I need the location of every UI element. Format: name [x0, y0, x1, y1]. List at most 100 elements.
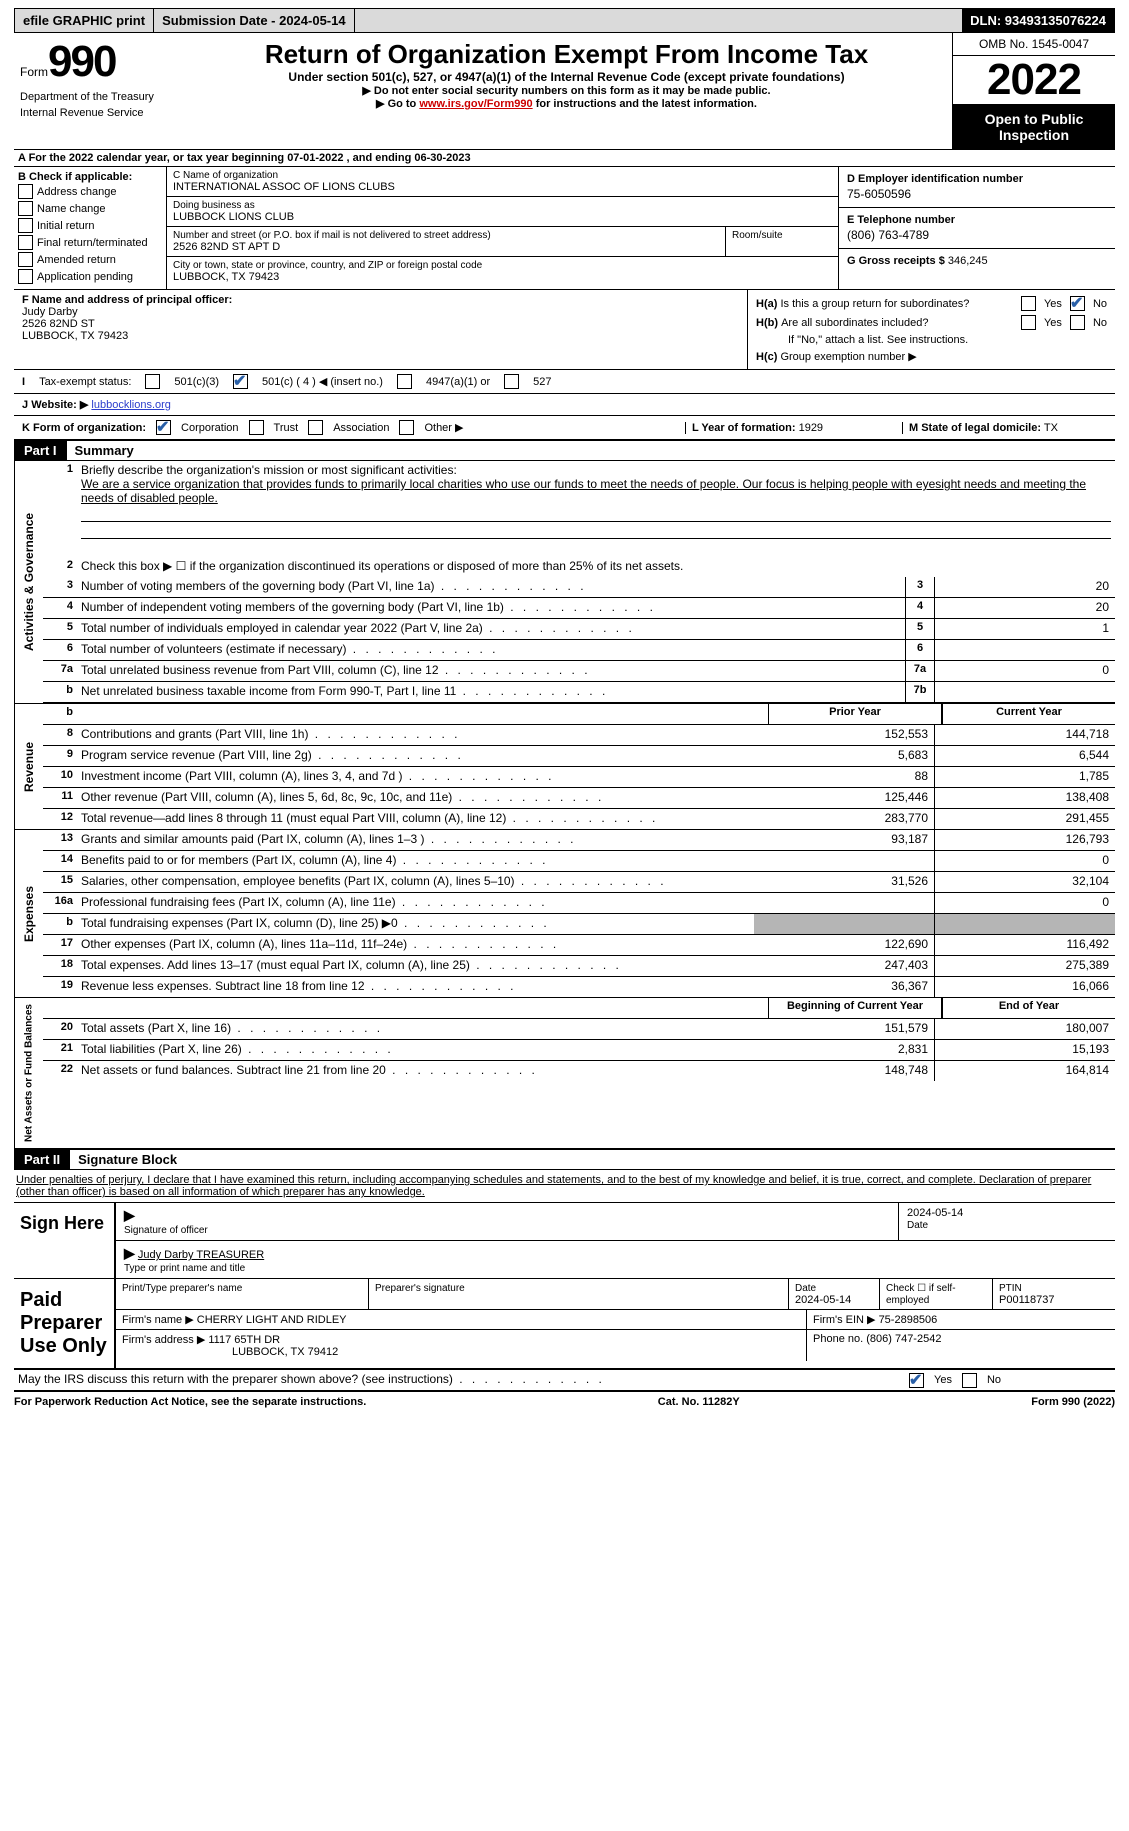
chk-name[interactable]: Name change: [18, 200, 162, 217]
ha-yes-chk[interactable]: [1021, 296, 1036, 311]
gov-body: 1 Briefly describe the organization's mi…: [43, 461, 1115, 703]
chk-other[interactable]: [399, 420, 414, 435]
firm-addr-label: Firm's address ▶: [122, 1334, 205, 1346]
section-j: J Website: ▶ lubbocklions.org: [14, 394, 1115, 416]
period-a: A For the 2022 calendar year, or tax yea…: [14, 150, 1115, 167]
footer: For Paperwork Reduction Act Notice, see …: [14, 1392, 1115, 1412]
chk-final[interactable]: Final return/terminated: [18, 234, 162, 251]
line-num: 3: [43, 577, 77, 597]
chk-address[interactable]: Address change: [18, 183, 162, 200]
chk-4947[interactable]: [397, 374, 412, 389]
exp-lines: 13 Grants and similar amounts paid (Part…: [43, 830, 1115, 997]
chk-527[interactable]: [504, 374, 519, 389]
table-row: b Net unrelated business taxable income …: [43, 682, 1115, 703]
line-val: 20: [935, 577, 1115, 597]
prep-date-label: Date: [795, 1283, 816, 1294]
tel-cell: E Telephone number (806) 763-4789: [839, 208, 1115, 249]
sig-date-label: Date: [907, 1220, 928, 1231]
line-text: Total revenue—add lines 8 through 11 (mu…: [77, 809, 754, 829]
ha-no-chk[interactable]: [1070, 296, 1085, 311]
f-label: F Name and address of principal officer:: [22, 294, 739, 306]
paid-preparer-section: Paid Preparer Use Only Print/Type prepar…: [14, 1279, 1115, 1370]
opt-name: Name change: [37, 203, 106, 215]
discuss-no-chk[interactable]: [962, 1373, 977, 1388]
yes-label: Yes: [1044, 298, 1062, 310]
firm-addr1: 1117 65TH DR: [208, 1334, 280, 1346]
dln: DLN: 93493135076224: [962, 9, 1114, 32]
sig-officer-cell: ▶ Signature of officer: [116, 1203, 899, 1240]
right-header: OMB No. 1545-0047 2022 Open to Public In…: [952, 33, 1115, 149]
blank-line-3: [81, 539, 1111, 555]
prior-val: 283,770: [754, 809, 935, 829]
table-row: 5 Total number of individuals employed i…: [43, 619, 1115, 640]
hb-no-chk[interactable]: [1070, 315, 1085, 330]
table-row: 18 Total expenses. Add lines 13–17 (must…: [43, 956, 1115, 977]
officer-name: Judy Darby: [22, 306, 739, 318]
line-box: 5: [905, 619, 935, 639]
table-row: 4 Number of independent voting members o…: [43, 598, 1115, 619]
omb: OMB No. 1545-0047: [953, 33, 1115, 56]
line-box: 6: [905, 640, 935, 660]
rev-section: Revenue b Prior Year Current Year 8 Cont…: [14, 704, 1115, 830]
table-row: 21 Total liabilities (Part X, line 26) 2…: [43, 1040, 1115, 1061]
hb-label: H(b): [756, 317, 778, 329]
part-ii-badge: Part II: [14, 1150, 70, 1169]
type-name-label: Type or print name and title: [124, 1263, 245, 1274]
chk-trust[interactable]: [249, 420, 264, 435]
tel-label: E Telephone number: [847, 214, 1107, 226]
chk-501c3[interactable]: [145, 374, 160, 389]
line-num: 18: [43, 956, 77, 976]
table-row: 8 Contributions and grants (Part VIII, l…: [43, 725, 1115, 746]
gross-val: 346,245: [948, 255, 988, 267]
opt-address: Address change: [37, 186, 117, 198]
opt-final: Final return/terminated: [37, 237, 148, 249]
header-row: Form990 Department of the Treasury Inter…: [14, 33, 1115, 150]
org-name-label: C Name of organization: [173, 170, 832, 181]
firm-addr-cell: Firm's address ▶ 1117 65TH DR LUBBOCK, T…: [116, 1330, 807, 1361]
sig-date-cell: 2024-05-14 Date: [899, 1203, 1115, 1240]
chk-501c[interactable]: [233, 374, 248, 389]
officer-street: 2526 82ND ST: [22, 318, 739, 330]
net-header-row: Beginning of Current Year End of Year: [43, 998, 1115, 1019]
discuss-row: May the IRS discuss this return with the…: [14, 1370, 1115, 1392]
section-c: C Name of organization INTERNATIONAL ASS…: [167, 167, 838, 289]
opt-501c: 501(c) ( 4 ) ◀ (insert no.): [262, 375, 383, 388]
prior-val: 125,446: [754, 788, 935, 808]
line-text: Investment income (Part VIII, column (A)…: [77, 767, 754, 787]
open-inspection: Open to Public Inspection: [953, 105, 1115, 149]
l-label: L Year of formation:: [692, 422, 796, 434]
irs-label: Internal Revenue Service: [20, 103, 175, 119]
chk-pending[interactable]: Application pending: [18, 268, 162, 285]
opt-amended: Amended return: [37, 254, 116, 266]
prep-name-cell: Print/Type preparer's name: [116, 1279, 369, 1309]
subtitle: Under section 501(c), 527, or 4947(a)(1)…: [185, 70, 948, 84]
chk-corp[interactable]: [156, 420, 171, 435]
prep-sig-cell: Preparer's signature: [369, 1279, 789, 1309]
gross-label: G Gross receipts $: [847, 255, 945, 267]
chk-amended[interactable]: Amended return: [18, 251, 162, 268]
dept-treasury: Department of the Treasury: [20, 87, 175, 103]
prior-val: 2,831: [754, 1040, 935, 1060]
top-bar: efile GRAPHIC print Submission Date - 20…: [14, 8, 1115, 33]
line-2: 2 Check this box ▶ ☐ if the organization…: [43, 557, 1115, 577]
ein-label: D Employer identification number: [847, 173, 1107, 185]
officer-city: LUBBOCK, TX 79423: [22, 330, 739, 342]
ein-cell: D Employer identification number 75-6050…: [839, 167, 1115, 208]
discuss-yes-chk[interactable]: [909, 1373, 924, 1388]
ptin-cell: PTIN P00118737: [993, 1279, 1115, 1309]
chk-initial[interactable]: Initial return: [18, 217, 162, 234]
goto-link[interactable]: www.irs.gov/Form990: [419, 98, 532, 110]
section-klm: K Form of organization: Corporation Trus…: [14, 416, 1115, 441]
j-text: Website: ▶: [31, 399, 88, 411]
chk-assoc[interactable]: [308, 420, 323, 435]
part-ii-title: Signature Block: [70, 1152, 177, 1167]
website-link[interactable]: lubbocklions.org: [91, 399, 171, 411]
hb-yes-chk[interactable]: [1021, 315, 1036, 330]
year-header-row: b Prior Year Current Year: [43, 704, 1115, 725]
line-text: Total unrelated business revenue from Pa…: [77, 661, 905, 681]
sign-body: ▶ Signature of officer 2024-05-14 Date ▶…: [116, 1203, 1115, 1278]
no-label: No: [1093, 298, 1107, 310]
ha-yn: Yes No: [1021, 296, 1107, 311]
side-rev: Revenue: [14, 704, 43, 829]
line-text: Grants and similar amounts paid (Part IX…: [77, 830, 754, 850]
